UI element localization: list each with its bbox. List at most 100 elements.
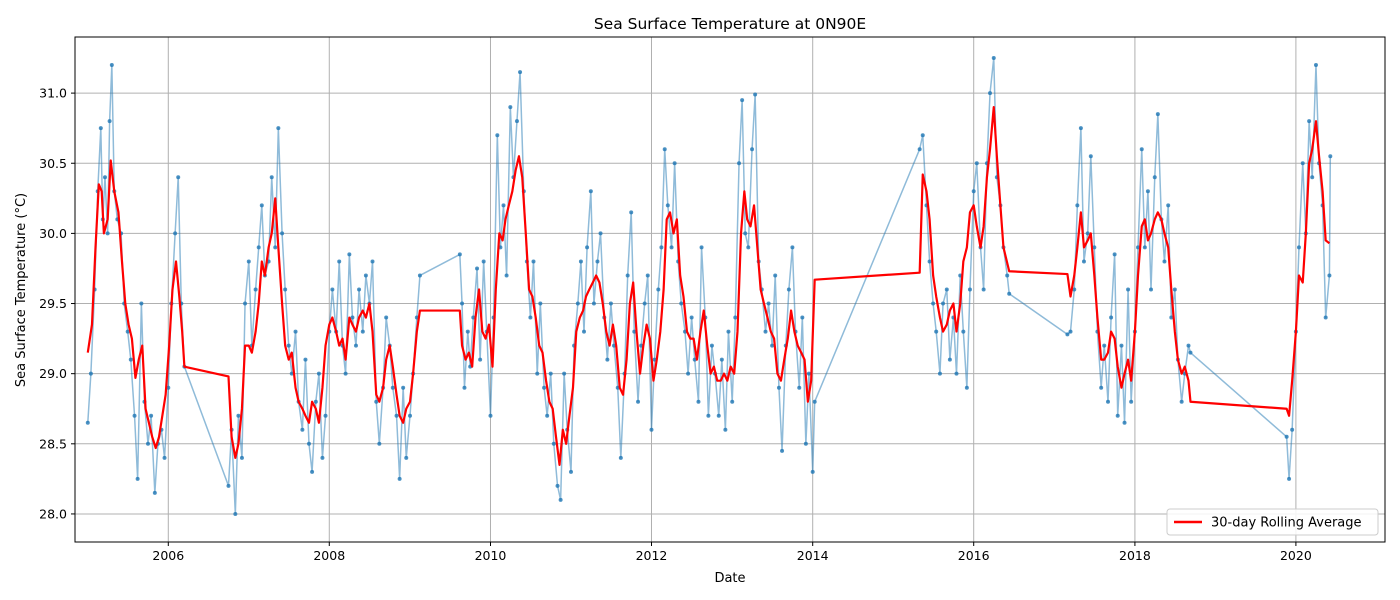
daily-data-point (555, 483, 560, 488)
daily-data-point (105, 231, 110, 236)
daily-data-point (146, 441, 150, 446)
daily-data-point (1313, 63, 1318, 68)
daily-data-point (1129, 399, 1134, 404)
x-tick-label: 2010 (475, 548, 507, 563)
daily-data-point (465, 329, 470, 334)
daily-data-point (1188, 350, 1193, 355)
daily-data-point (934, 329, 939, 334)
legend-label-rolling-average: 30-day Rolling Average (1211, 516, 1362, 531)
daily-data-point (686, 371, 691, 376)
daily-data-point (1186, 343, 1191, 348)
daily-data-point (585, 245, 590, 250)
daily-data-point (659, 245, 664, 250)
daily-data-point (289, 371, 294, 376)
axis-ticks: 2006 2008 2010 2012 2014 2016 2018 2020 28.0 28.5… (39, 86, 1312, 563)
daily-data-point (404, 455, 409, 460)
daily-data-point (699, 245, 704, 250)
daily-data-point (538, 301, 543, 306)
daily-data-point (390, 385, 395, 390)
daily-data-point (746, 245, 751, 250)
daily-data-point (558, 497, 563, 502)
daily-data-point (988, 91, 993, 96)
daily-data-point (679, 301, 684, 306)
daily-data-point (1152, 175, 1157, 180)
daily-data-point (408, 413, 412, 418)
daily-data-point (810, 469, 815, 474)
daily-data-point (353, 343, 358, 348)
daily-data-point (1115, 413, 1120, 418)
daily-data-point (306, 441, 311, 446)
daily-data-point (971, 189, 976, 194)
daily-data-point (591, 301, 596, 306)
daily-data-point (152, 490, 157, 495)
daily-data-point (535, 371, 540, 376)
daily-data-point (1179, 399, 1184, 404)
daily-data-point (740, 98, 745, 103)
daily-data-point (273, 245, 278, 250)
daily-data-point (236, 413, 241, 418)
daily-data-point (608, 301, 613, 306)
daily-data-point (696, 399, 701, 404)
daily-data-point (776, 385, 781, 390)
daily-data-point (669, 245, 674, 250)
daily-data-point (173, 231, 178, 236)
daily-data-point (750, 147, 755, 152)
daily-data-point (1172, 287, 1177, 292)
daily-data-point (1072, 287, 1077, 292)
daily-data-point (528, 315, 533, 320)
daily-data-point (350, 315, 355, 320)
daily-data-point (1005, 273, 1010, 278)
daily-data-point (109, 63, 114, 68)
x-tick-label: 2020 (1280, 548, 1312, 563)
daily-data-point (737, 161, 742, 166)
daily-data-point (726, 329, 731, 334)
daily-data-point (753, 92, 758, 97)
daily-data-point (1323, 315, 1328, 320)
daily-data-point (1099, 385, 1104, 390)
daily-data-point (618, 455, 623, 460)
plot-frame (74, 36, 1386, 543)
y-tick-label: 28.0 (39, 506, 67, 521)
daily-data-point (495, 133, 500, 138)
daily-data-point (662, 147, 667, 152)
daily-data-point (283, 287, 288, 292)
daily-data-point (605, 357, 610, 362)
daily-data-point (944, 287, 949, 292)
daily-data-point (243, 301, 248, 306)
daily-data-point (1155, 112, 1160, 117)
daily-data-point (514, 119, 519, 124)
daily-data-point (125, 329, 130, 334)
daily-data-point (927, 259, 932, 264)
daily-data-point (316, 371, 321, 376)
daily-data-point (1007, 291, 1012, 296)
daily-data-point (1307, 119, 1312, 124)
daily-data-point (1122, 420, 1127, 425)
daily-data-point (1102, 343, 1107, 348)
daily-data-point (568, 469, 573, 474)
daily-data-point (239, 455, 244, 460)
x-tick-label: 2012 (636, 548, 668, 563)
daily-data-point (246, 259, 251, 264)
daily-data-point (672, 161, 677, 166)
daily-data-point (1145, 189, 1150, 194)
daily-data-point (649, 427, 654, 432)
daily-data-point (964, 385, 969, 390)
y-tick-label: 28.5 (39, 436, 67, 451)
daily-data-point (330, 287, 335, 292)
daily-data-point (1142, 245, 1147, 250)
y-tick-label: 30.5 (39, 156, 67, 171)
daily-data-point (545, 413, 550, 418)
daily-data-point (1092, 245, 1097, 250)
daily-data-point (629, 210, 634, 215)
daily-data-point (233, 511, 238, 516)
daily-data-point (139, 301, 144, 306)
rolling-average-line (86, 106, 1331, 466)
daily-data-point (1149, 287, 1154, 292)
y-tick-label: 30.0 (39, 226, 67, 241)
daily-data-point (323, 413, 328, 418)
x-tick-label: 2014 (797, 548, 829, 563)
daily-data-point (1126, 287, 1131, 292)
daily-data-point (377, 441, 382, 446)
daily-data-point (85, 420, 90, 425)
